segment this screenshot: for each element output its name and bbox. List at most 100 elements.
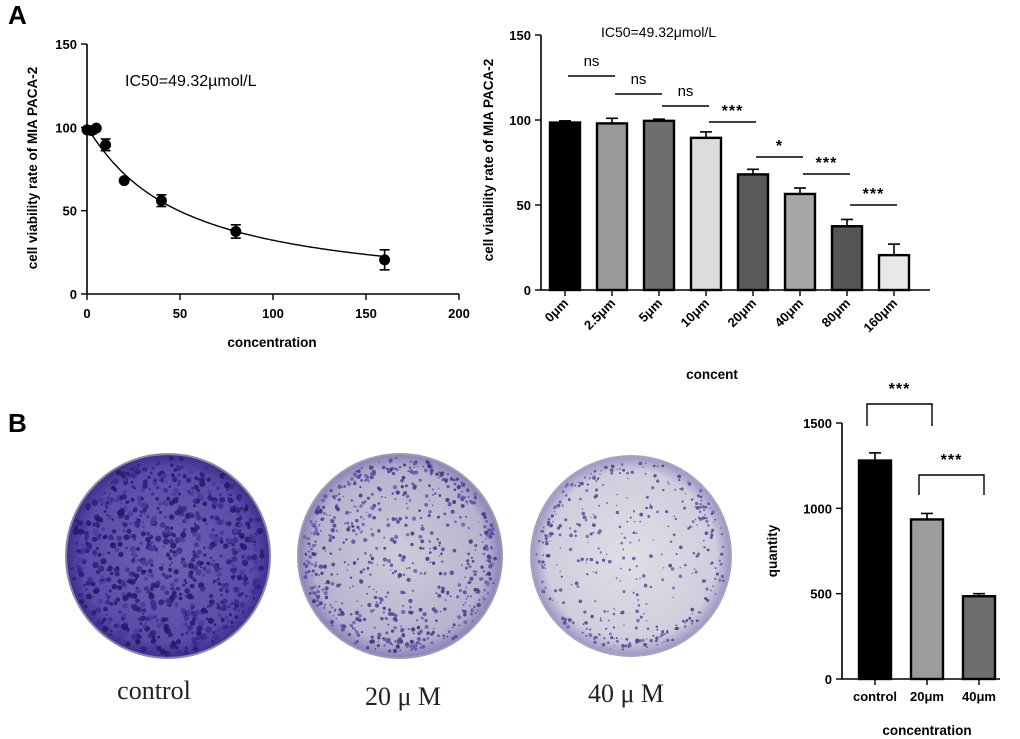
colony-dot [349, 586, 351, 589]
colony-dot [468, 564, 472, 569]
chart2-significance-label: *** [863, 186, 885, 203]
colony-dot [562, 506, 564, 508]
colony-dot [695, 506, 700, 510]
colony-dot [405, 502, 408, 505]
colony-dot [196, 492, 202, 499]
colony-dot [168, 564, 172, 567]
colony-dot [304, 537, 307, 539]
chart2-y-tick-label: 150 [509, 28, 531, 43]
colony-dot [675, 553, 678, 556]
colony-dot [474, 495, 476, 498]
colony-dot [205, 617, 209, 621]
colony-dot [215, 540, 218, 543]
colony-dot [200, 561, 204, 565]
colony-dot [207, 617, 215, 624]
colony-dot [721, 545, 725, 548]
colony-dot [457, 615, 462, 620]
colony-dot [246, 555, 253, 561]
colony-dot [140, 601, 146, 608]
colony-dot [343, 485, 346, 488]
colony-dot [428, 510, 432, 514]
colony-dot [122, 634, 126, 637]
colony-dot [358, 493, 363, 498]
colony-dot [246, 516, 250, 520]
colony-dot [237, 592, 243, 598]
colony-dot [127, 510, 134, 517]
dish-control: control [65, 453, 271, 705]
colony-dot [318, 525, 321, 527]
colony-dot [619, 580, 621, 582]
colony-dot [446, 635, 449, 638]
colony-dot [158, 501, 163, 506]
colony-dot [710, 533, 714, 537]
colony-dot [612, 612, 616, 616]
colony-dot [117, 585, 122, 591]
colony-dot [107, 551, 111, 555]
colony-dot [363, 473, 368, 478]
colony-dot [156, 506, 160, 510]
colony-dot [239, 533, 245, 540]
colony-dot [412, 461, 417, 466]
colony-dot [385, 595, 388, 598]
colony-dot [368, 585, 371, 588]
colony-dot [226, 537, 233, 544]
colony-dot [368, 465, 374, 470]
colony-dot [169, 634, 172, 637]
colony-dot [586, 557, 589, 560]
colony-dot [387, 623, 390, 626]
colony-dot [573, 529, 577, 533]
colony-dot [490, 547, 493, 550]
colony-dot [246, 582, 249, 585]
colony-dot [196, 488, 201, 493]
colony-dot [693, 568, 696, 570]
colony-dot [662, 567, 665, 569]
colony-dot [227, 493, 230, 496]
colony-dot [437, 487, 440, 489]
colony-dot [591, 559, 594, 561]
colony-dot [377, 596, 380, 599]
colony-dot [645, 495, 649, 499]
colony-dot [438, 544, 441, 547]
colony-dot [259, 559, 266, 566]
colony-dot [79, 599, 85, 605]
colony-dot [560, 575, 563, 578]
colony-dot [211, 480, 217, 486]
chart1-x-axis-title: concentration [227, 335, 316, 350]
colony-dot [410, 531, 415, 536]
colony-dot [96, 535, 102, 541]
colony-dot [134, 628, 140, 634]
colony-dot [683, 625, 687, 628]
colony-dot [394, 498, 397, 501]
colony-dot [92, 528, 99, 535]
colony-dot [208, 632, 211, 635]
chart2-x-tick-label: 0μm [542, 296, 572, 326]
colony-dot [350, 522, 354, 525]
colony-dot [137, 558, 140, 562]
colony-dot [417, 638, 422, 642]
colony-dot [462, 603, 465, 606]
colony-dot [329, 552, 332, 555]
colony-dot [92, 561, 99, 569]
colony-dot [599, 617, 602, 620]
colony-dot [197, 563, 201, 567]
colony-dot [624, 644, 628, 648]
colony-dot [316, 509, 318, 511]
colony-dot [231, 555, 238, 562]
colony-dot [652, 539, 655, 541]
colony-dot [392, 572, 395, 575]
colony-dot [196, 625, 203, 632]
colony-dot [714, 577, 717, 580]
colony-dot [332, 536, 336, 539]
colony-dot [473, 492, 477, 496]
colony-dot [373, 626, 376, 629]
colony-dot [115, 470, 121, 475]
colony-dot [562, 621, 567, 625]
colony-dot [375, 591, 378, 593]
chart1-x-tick-label: 150 [355, 306, 377, 321]
colony-dot [386, 518, 389, 521]
colony-dot [323, 590, 328, 596]
colony-dot [482, 597, 486, 601]
colony-dot [94, 589, 100, 594]
chart1-data-point [90, 122, 102, 134]
colony-dot [472, 570, 476, 573]
